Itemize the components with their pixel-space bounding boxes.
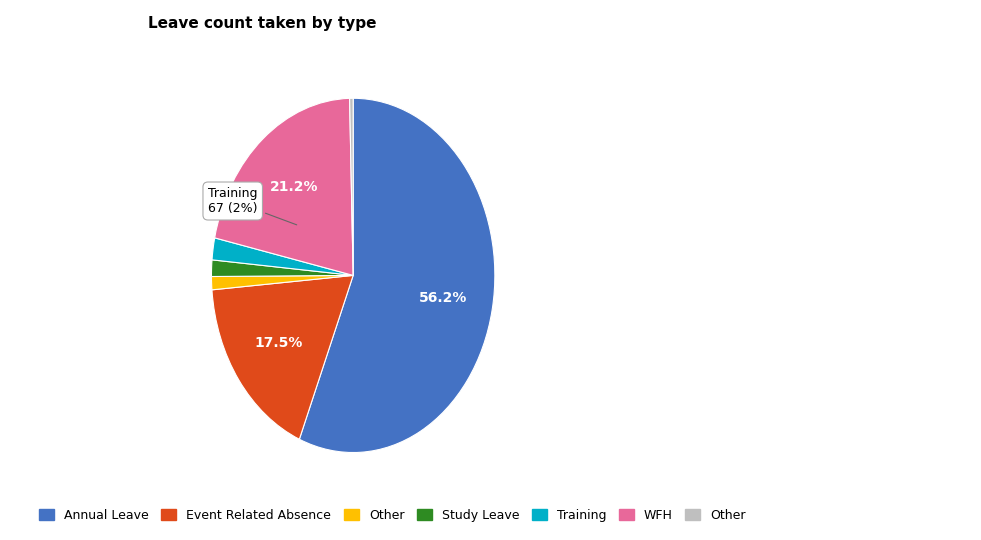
Wedge shape xyxy=(349,98,353,275)
Text: Leave count taken by type: Leave count taken by type xyxy=(148,17,376,31)
Text: 21.2%: 21.2% xyxy=(270,180,319,194)
Text: 17.5%: 17.5% xyxy=(255,336,303,350)
Wedge shape xyxy=(212,238,353,275)
Text: Training
67 (2%): Training 67 (2%) xyxy=(208,187,296,225)
Wedge shape xyxy=(212,275,353,290)
Wedge shape xyxy=(299,98,494,453)
Wedge shape xyxy=(212,260,353,276)
Wedge shape xyxy=(212,275,353,439)
Text: 56.2%: 56.2% xyxy=(419,291,468,305)
Legend: Annual Leave, Event Related Absence, Other, Study Leave, Training, WFH, Other: Annual Leave, Event Related Absence, Oth… xyxy=(33,503,751,528)
Wedge shape xyxy=(215,98,353,275)
